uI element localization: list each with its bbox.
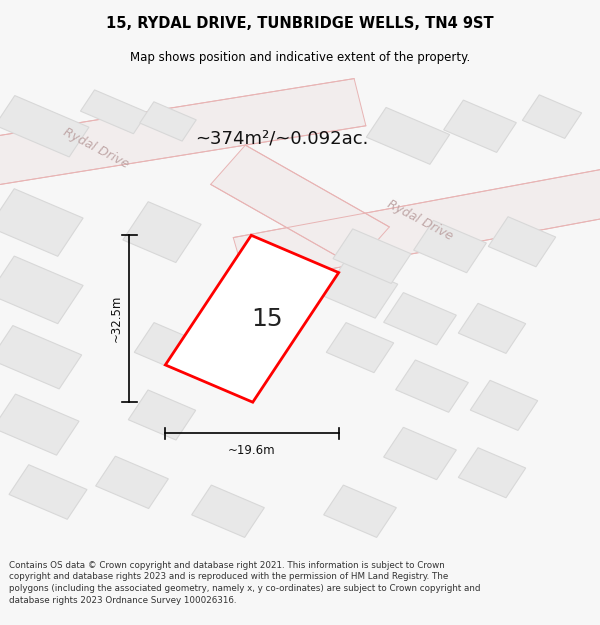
Polygon shape: [333, 229, 411, 284]
Polygon shape: [367, 107, 449, 164]
Text: Map shows position and indicative extent of the property.: Map shows position and indicative extent…: [130, 51, 470, 64]
Polygon shape: [233, 166, 600, 284]
Polygon shape: [166, 235, 338, 402]
Polygon shape: [191, 485, 265, 538]
Polygon shape: [123, 202, 201, 262]
Text: ~374m²/~0.092ac.: ~374m²/~0.092ac.: [196, 129, 368, 148]
Polygon shape: [413, 221, 487, 272]
Text: ~32.5m: ~32.5m: [110, 295, 122, 343]
Polygon shape: [326, 322, 394, 372]
Polygon shape: [523, 95, 581, 138]
Text: 15, RYDAL DRIVE, TUNBRIDGE WELLS, TN4 9ST: 15, RYDAL DRIVE, TUNBRIDGE WELLS, TN4 9S…: [106, 16, 494, 31]
Polygon shape: [140, 102, 196, 141]
Polygon shape: [383, 428, 457, 479]
Text: ~19.6m: ~19.6m: [228, 444, 276, 457]
Polygon shape: [128, 390, 196, 440]
Polygon shape: [80, 90, 148, 134]
Polygon shape: [0, 256, 83, 324]
Polygon shape: [383, 292, 457, 345]
Polygon shape: [0, 326, 82, 389]
Polygon shape: [395, 360, 469, 413]
Polygon shape: [488, 217, 556, 267]
Polygon shape: [0, 189, 83, 256]
Polygon shape: [9, 465, 87, 519]
Polygon shape: [211, 145, 389, 266]
Polygon shape: [322, 262, 398, 318]
Polygon shape: [443, 100, 517, 152]
Polygon shape: [134, 322, 202, 372]
Text: Contains OS data © Crown copyright and database right 2021. This information is : Contains OS data © Crown copyright and d…: [9, 561, 481, 605]
Polygon shape: [458, 303, 526, 353]
Polygon shape: [470, 381, 538, 431]
Polygon shape: [0, 394, 79, 455]
Text: Rydal Drive: Rydal Drive: [61, 125, 131, 171]
Polygon shape: [0, 79, 366, 188]
Text: 15: 15: [251, 307, 283, 331]
Polygon shape: [458, 448, 526, 498]
Text: Rydal Drive: Rydal Drive: [385, 198, 455, 243]
Polygon shape: [0, 96, 89, 157]
Polygon shape: [95, 456, 169, 509]
Polygon shape: [323, 485, 397, 538]
